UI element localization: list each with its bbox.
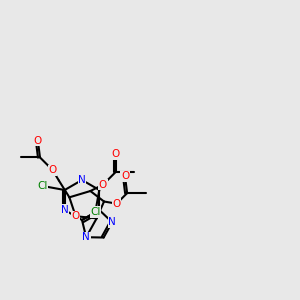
Text: Cl: Cl (38, 181, 48, 191)
Text: N: N (78, 175, 86, 185)
Text: N: N (61, 205, 69, 215)
Text: N: N (108, 217, 116, 227)
Text: Cl: Cl (90, 207, 101, 217)
Text: O: O (111, 149, 120, 159)
Text: O: O (48, 165, 57, 175)
Text: O: O (112, 199, 121, 208)
Text: O: O (34, 136, 42, 146)
Text: O: O (99, 180, 107, 190)
Text: O: O (71, 211, 80, 221)
Text: O: O (121, 171, 129, 181)
Text: N: N (82, 232, 90, 242)
